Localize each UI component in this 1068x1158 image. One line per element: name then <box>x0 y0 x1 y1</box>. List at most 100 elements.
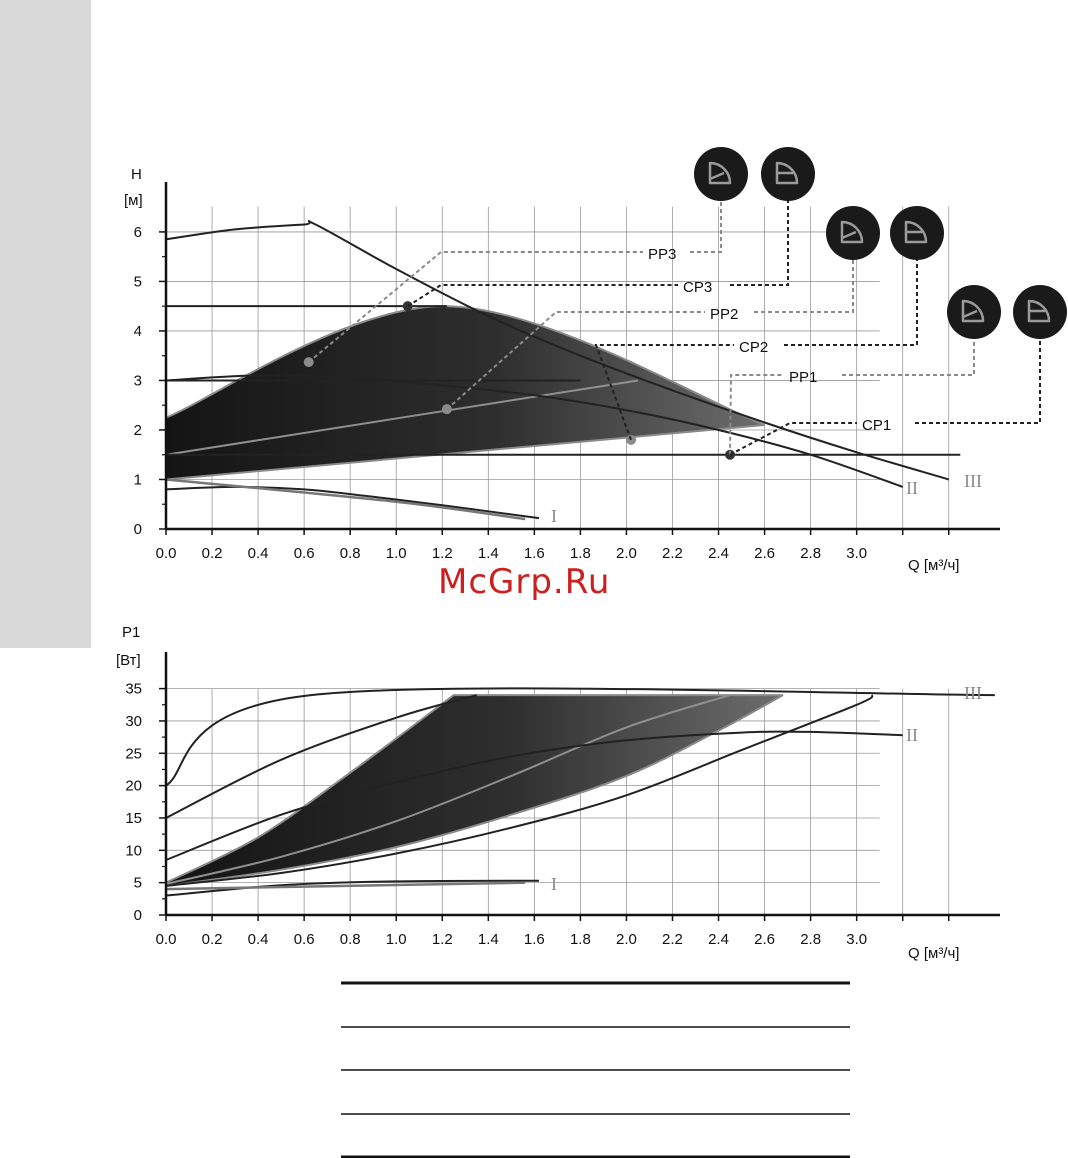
y-tick-label: 35 <box>125 681 142 698</box>
x-tick-label: 1.0 <box>386 931 407 948</box>
head-chart-axes <box>159 182 1000 535</box>
x-tick-label: 2.8 <box>800 931 821 948</box>
y-tick-label: 5 <box>134 273 142 290</box>
series-line-III <box>165 220 950 481</box>
x-tick-label: 1.2 <box>432 931 453 948</box>
mid-curve <box>165 694 731 885</box>
head-curve-label-i: I <box>551 506 557 526</box>
y-tick-label: 3 <box>134 372 142 389</box>
proportional-pressure-icon <box>694 147 748 201</box>
head-x-label: Q [м³/ч] <box>908 557 959 574</box>
x-tick-label: 1.6 <box>524 545 545 562</box>
power-chart-axes <box>159 652 1000 921</box>
x-tick-label: 0.0 <box>156 931 177 948</box>
constant-pressure-icon <box>1013 285 1067 339</box>
x-tick-label: 1.0 <box>386 545 407 562</box>
x-tick-label: 1.4 <box>478 545 499 562</box>
power-chart-y-ticks: 0 5 10 15 20 25 30 35 <box>125 681 142 924</box>
x-tick-label: 1.8 <box>570 931 591 948</box>
y-tick-label: 4 <box>134 323 142 340</box>
x-tick-label: 1.4 <box>478 931 499 948</box>
operating-point <box>441 404 452 415</box>
mode-label-cp1: CP1 <box>862 417 891 434</box>
constant-pressure-icon <box>761 147 815 201</box>
mode-leader-cp1 <box>729 338 1041 456</box>
x-tick-label: 0.0 <box>156 545 177 562</box>
series-line-III <box>165 687 995 787</box>
head-chart-y-ticks: 0 1 2 3 4 5 6 <box>134 224 142 538</box>
series-line-aux-4 <box>165 694 478 819</box>
proportional-pressure-icon <box>947 285 1001 339</box>
y-tick-label: 15 <box>125 810 142 827</box>
series-line-I <box>165 879 540 897</box>
y-tick-label: 20 <box>125 778 142 795</box>
power-curve-label-ii: II <box>906 725 918 745</box>
x-tick-label: 2.4 <box>708 931 729 948</box>
head-curve-label-iii: III <box>964 471 982 491</box>
power-chart-x-ticks: 0.0 0.2 0.4 0.6 0.8 1.0 1.2 1.4 1.6 1.8 2.0 2.2 2.4 2… <box>156 931 868 948</box>
x-tick-label: 0.4 <box>248 931 269 948</box>
mode-label-pp2: PP2 <box>710 306 738 323</box>
mode-label-pp1: PP1 <box>789 369 817 386</box>
x-tick-label: 0.6 <box>294 931 315 948</box>
x-tick-label: 2.8 <box>800 545 821 562</box>
mode-label-pp3: PP3 <box>648 246 676 263</box>
y-tick-label: 1 <box>134 471 142 488</box>
mode-label-cp2: CP2 <box>739 339 768 356</box>
x-tick-label: 2.6 <box>754 931 775 948</box>
x-tick-label: 0.2 <box>202 545 223 562</box>
x-tick-label: 0.4 <box>248 545 269 562</box>
x-tick-label: 2.6 <box>754 545 775 562</box>
mode-labels: PP3 CP3 PP2 CP2 PP1 CP1 <box>648 246 891 434</box>
side-tab <box>0 0 91 648</box>
head-chart-x-ticks: 0.0 0.2 0.4 0.6 0.8 1.0 1.2 1.4 1.6 1.8 2.0 2.2 2.4 2… <box>156 545 868 562</box>
y-tick-label: 25 <box>125 745 142 762</box>
head-y-label: H <box>131 166 142 183</box>
power-curve-label-iii: III <box>964 683 982 703</box>
x-tick-label: 0.2 <box>202 931 223 948</box>
head-y-unit: [м] <box>124 192 143 209</box>
footer-rules <box>341 981 850 1158</box>
x-tick-label: 3.0 <box>846 545 867 562</box>
watermark: McGrp.Ru <box>438 562 610 602</box>
y-tick-label: 5 <box>134 875 142 892</box>
series-line-II <box>165 374 904 488</box>
y-tick-label: 10 <box>125 842 142 859</box>
mid-curve <box>165 379 639 456</box>
x-tick-label: 2.0 <box>616 545 637 562</box>
x-tick-label: 1.6 <box>524 931 545 948</box>
power-chart-band <box>165 694 784 888</box>
x-tick-label: 2.4 <box>708 545 729 562</box>
power-x-label: Q [м³/ч] <box>908 945 959 962</box>
mode-leader-pp3 <box>308 200 722 363</box>
mode-leader-cp2 <box>594 259 918 441</box>
head-chart-series <box>165 220 961 521</box>
x-tick-label: 0.6 <box>294 545 315 562</box>
head-chart-mode-icons <box>694 147 1067 339</box>
mode-leader-pp1 <box>729 338 975 455</box>
x-tick-label: 2.2 <box>662 931 683 948</box>
head-curve-label-ii: II <box>906 478 918 498</box>
x-tick-label: 0.8 <box>340 545 361 562</box>
x-tick-label: 2.0 <box>616 931 637 948</box>
head-chart-mode-leaders <box>308 200 1041 456</box>
constant-pressure-icon <box>890 206 944 260</box>
power-y-label: P1 <box>122 624 140 641</box>
x-tick-label: 1.8 <box>570 545 591 562</box>
series-line-II <box>165 730 903 861</box>
x-tick-label: 3.0 <box>846 931 867 948</box>
x-tick-label: 1.2 <box>432 545 453 562</box>
y-tick-label: 30 <box>125 713 142 730</box>
y-tick-label: 2 <box>134 422 142 439</box>
power-curve-label-i: I <box>551 874 557 894</box>
x-tick-label: 2.2 <box>662 545 683 562</box>
x-tick-label: 0.8 <box>340 931 361 948</box>
y-tick-label: 6 <box>134 224 142 241</box>
mode-leader-pp2 <box>446 259 854 410</box>
y-tick-label: 0 <box>134 907 142 924</box>
series-line-aux-3 <box>165 881 526 891</box>
series-line-aux-5 <box>165 694 874 887</box>
mode-leader-cp3 <box>407 200 789 308</box>
series-line-I <box>165 485 540 520</box>
power-y-unit: [Вт] <box>116 652 141 669</box>
